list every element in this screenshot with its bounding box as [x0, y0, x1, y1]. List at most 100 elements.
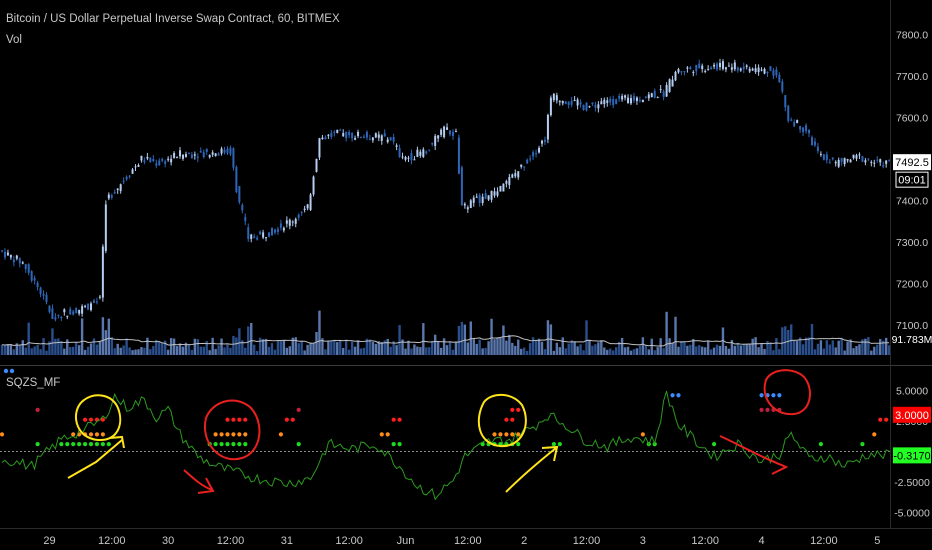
candle-body	[107, 194, 110, 199]
volume-bar	[597, 342, 600, 355]
volume-bar	[285, 347, 289, 355]
candle-body	[425, 151, 428, 154]
volume-bar	[69, 347, 72, 355]
candle-body	[389, 137, 392, 141]
volume-bar	[457, 325, 461, 355]
volume-bar	[490, 318, 493, 355]
candle-body	[766, 71, 769, 74]
candle-body	[573, 100, 576, 102]
candle-body	[273, 229, 276, 233]
candle-body	[570, 100, 573, 105]
volume-bar	[74, 342, 78, 355]
squeeze-dot	[759, 393, 764, 398]
volume-bar	[668, 338, 671, 355]
candle-body	[502, 183, 505, 192]
volume-bar	[377, 341, 381, 355]
candle-body	[632, 96, 635, 101]
candle-body	[621, 96, 624, 100]
volume-bar	[365, 338, 369, 355]
squeeze-dot	[237, 442, 242, 447]
candle-body	[419, 151, 422, 156]
candle-body	[354, 138, 357, 140]
volume-bar	[383, 340, 386, 355]
volume-bar	[169, 338, 173, 355]
candle-body	[879, 159, 882, 163]
volume-bar	[226, 344, 229, 355]
indicator-axis[interactable]: 5.00002.5000-2.5000-5.0000	[894, 385, 930, 519]
candle-body	[119, 184, 122, 191]
volume-bar	[837, 340, 840, 355]
volume-bar	[546, 320, 550, 355]
candle-body	[674, 71, 677, 81]
candle-body	[549, 97, 552, 116]
squeeze-dot	[243, 442, 248, 447]
candle-body	[796, 119, 799, 124]
volume-bar	[143, 347, 146, 355]
volume-bar	[252, 344, 256, 355]
candle-body	[736, 67, 739, 71]
candle-body	[196, 156, 199, 158]
volume-bar	[190, 349, 194, 355]
candle-body	[315, 158, 318, 172]
candle-body	[92, 300, 95, 303]
volume-bar	[558, 347, 561, 355]
time-tick-label: 29	[43, 535, 55, 547]
candle-body	[72, 311, 75, 315]
volume-bar	[27, 322, 30, 355]
volume-bar	[110, 337, 113, 355]
candle-body	[173, 152, 176, 159]
collapse-dot-icon[interactable]	[3, 368, 9, 374]
candle-body	[585, 102, 588, 111]
candle-body	[671, 79, 674, 87]
volume-bar	[520, 348, 523, 355]
volume-bar	[163, 340, 167, 355]
candle-body	[698, 63, 701, 69]
volume-bar	[742, 343, 745, 355]
candle-body	[710, 67, 713, 70]
yellow-arrow-annotation	[505, 445, 559, 493]
candle-body	[805, 125, 808, 132]
squeeze-dot	[106, 442, 111, 447]
volume-bar	[816, 343, 820, 355]
yellow-arrow-annotation	[67, 435, 125, 479]
volume-bar	[15, 343, 19, 355]
volume-bar	[247, 326, 250, 355]
volume-bar	[484, 347, 487, 355]
candle-body	[179, 150, 182, 157]
candle-body	[276, 229, 279, 232]
volume-bar	[528, 343, 532, 355]
volume-bar	[795, 340, 799, 355]
volume-moving-average-line	[1, 335, 890, 347]
volume-bar	[362, 347, 366, 355]
indicator-tick-label: -5.0000	[894, 508, 930, 520]
volume-bar	[89, 343, 93, 355]
indicator-pane[interactable]: SQZS_MF	[0, 377, 890, 501]
candle-body	[181, 154, 184, 159]
volume-bar	[760, 343, 763, 355]
candle-body	[440, 129, 443, 135]
candle-body	[360, 136, 363, 138]
candle-body	[395, 145, 398, 147]
candle-body	[434, 135, 437, 146]
price-tick-label: 7700.0	[896, 71, 928, 83]
volume-bar	[454, 342, 458, 355]
volume-bar	[413, 344, 416, 355]
volume-bar	[508, 334, 511, 355]
collapse-dot-icon[interactable]	[9, 368, 15, 374]
volume-bar	[104, 330, 108, 355]
candle-body	[721, 61, 724, 69]
candle-body	[288, 219, 291, 226]
candle-body	[686, 67, 689, 69]
price-pane[interactable]	[0, 58, 891, 355]
candle-body	[532, 152, 535, 157]
volume-bar	[389, 346, 392, 355]
candle-body	[383, 133, 386, 137]
volume-bar	[30, 348, 33, 355]
candle-body	[449, 130, 452, 135]
candle-body	[466, 207, 469, 210]
candle-body	[217, 153, 220, 156]
time-axis[interactable]: 29 12:00 30 12:00 31 12:00 Jun 12:00 2 12:00 3 12:0…	[43, 535, 880, 547]
volume-bar	[614, 347, 618, 355]
candle-body	[57, 314, 60, 316]
